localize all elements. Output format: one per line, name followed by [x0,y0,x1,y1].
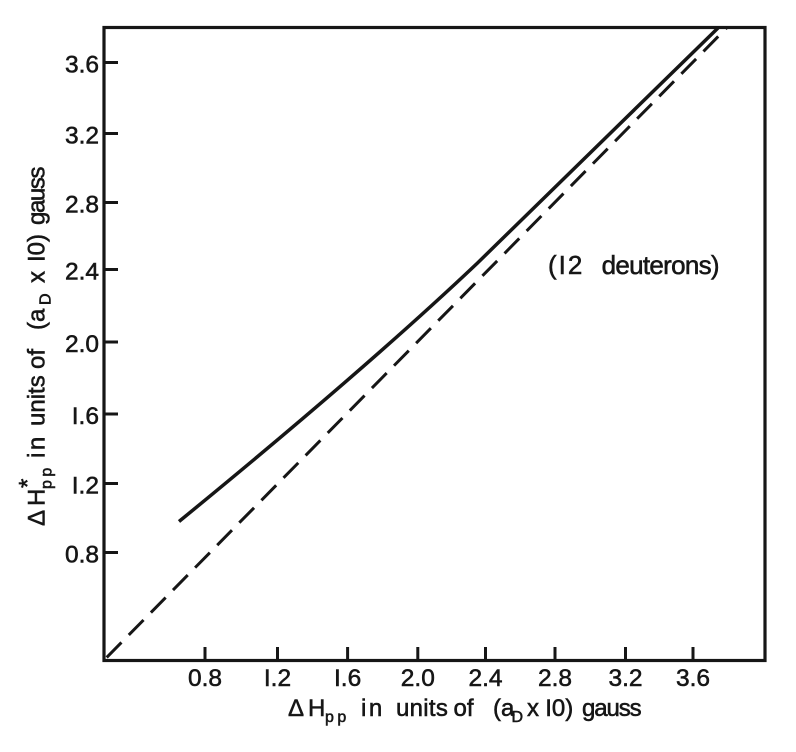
svg-text:units: units [396,695,448,722]
svg-text:(a: (a [24,308,51,330]
svg-text:0.8: 0.8 [188,665,222,692]
svg-text:2.8: 2.8 [65,192,99,219]
svg-text:I.2: I.2 [72,473,99,500]
svg-text:3.6: 3.6 [676,665,710,692]
svg-text:D: D [512,709,524,726]
svg-text:2.4: 2.4 [468,665,502,692]
svg-text:2.4: 2.4 [65,259,99,286]
svg-text:3.2: 3.2 [65,123,99,150]
svg-text:of: of [454,695,474,722]
svg-text:D: D [38,293,55,305]
svg-text:ΔH: ΔH [288,695,329,722]
svg-text:2.0: 2.0 [65,331,99,358]
svg-text:I.6: I.6 [72,403,99,430]
svg-text:(I2: (I2 [548,250,584,280]
svg-text:2.0: 2.0 [401,665,435,692]
svg-text:ΔH: ΔH [24,485,51,526]
svg-text:I0): I0) [545,695,573,722]
svg-text:units: units [24,375,51,426]
svg-text:0.8: 0.8 [65,542,99,569]
svg-text:pp: pp [39,464,56,489]
svg-text:x: x [527,695,539,722]
svg-text:in: in [361,695,385,722]
svg-text:in: in [24,434,51,458]
svg-text:(a: (a [493,695,515,722]
svg-text:gauss: gauss [24,167,51,225]
svg-text:3.6: 3.6 [65,52,99,79]
svg-text:gauss: gauss [582,695,642,722]
svg-text:x: x [24,271,51,283]
svg-text:*: * [15,479,42,488]
svg-text:I.6: I.6 [334,665,361,692]
svg-text:3.2: 3.2 [608,665,642,692]
svg-text:pp: pp [325,709,350,726]
svg-text:of: of [24,349,51,369]
svg-text:deuterons): deuterons) [602,250,719,280]
svg-text:2.8: 2.8 [538,665,572,692]
svg-text:I0): I0) [24,234,51,262]
svg-text:I.2: I.2 [264,665,291,692]
